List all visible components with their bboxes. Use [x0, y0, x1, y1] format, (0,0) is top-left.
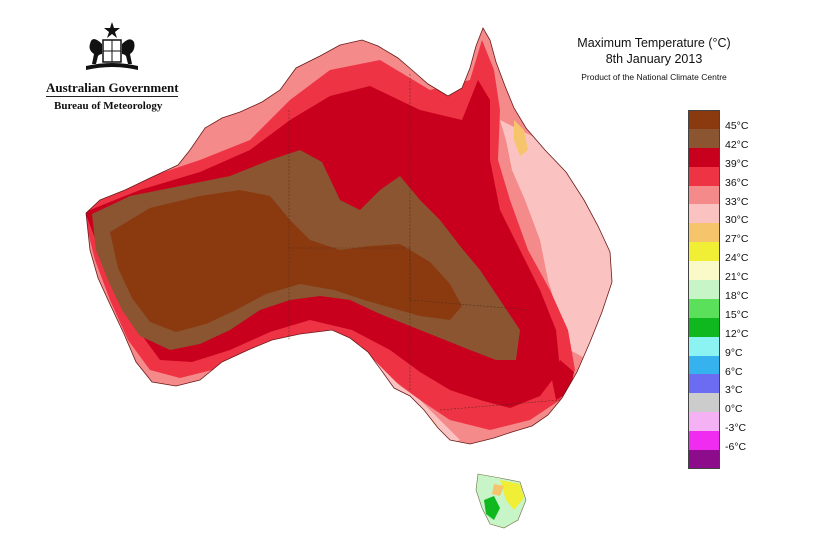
legend-swatch: [688, 450, 720, 469]
legend-label: 21°C: [725, 271, 749, 284]
map-title: Maximum Temperature (°C): [577, 36, 731, 50]
legend-row: 30°C: [688, 204, 788, 227]
legend-swatch: [688, 242, 720, 262]
legend-label: 12°C: [725, 327, 749, 340]
legend-swatch: [688, 355, 720, 375]
legend-row: 12°C: [688, 317, 788, 340]
legend-label: -3°C: [725, 422, 747, 435]
legend-row: -6°C: [688, 431, 788, 454]
legend-label: 3°C: [725, 384, 743, 397]
legend-row: 21°C: [688, 261, 788, 284]
legend-swatch: [688, 147, 720, 167]
legend-row: 3°C: [688, 374, 788, 397]
legend-swatch: [688, 336, 720, 356]
legend-swatch: [688, 223, 720, 243]
legend-row: 39°C: [688, 147, 788, 170]
legend-row: 6°C: [688, 355, 788, 378]
government-name: Australian Government: [46, 80, 179, 95]
legend-swatch: [688, 204, 720, 224]
legend-label: 0°C: [725, 403, 743, 416]
legend-row: 33°C: [688, 185, 788, 208]
legend-row: 36°C: [688, 166, 788, 189]
legend-label: 30°C: [725, 214, 749, 227]
map-date: 8th January 2013: [605, 52, 703, 66]
legend-swatch: [688, 280, 720, 299]
legend-row: -3°C: [688, 412, 788, 435]
legend-row: 9°C: [688, 336, 788, 359]
legend-swatch: [688, 166, 720, 186]
legend-swatch: [688, 431, 720, 451]
legend-label: 33°C: [725, 195, 749, 208]
legend-label: -6°C: [725, 441, 747, 454]
legend-swatch: [688, 393, 720, 413]
legend-label: 27°C: [725, 233, 749, 246]
legend-label: 9°C: [725, 346, 743, 359]
divider: [46, 96, 178, 97]
bureau-name: Bureau of Meteorology: [54, 100, 163, 112]
legend-row: [688, 450, 788, 469]
legend-row: 24°C: [688, 242, 788, 265]
legend-swatch: [688, 298, 720, 318]
legend-row: 42°C: [688, 128, 788, 151]
legend-label: 18°C: [725, 290, 749, 303]
legend-row: 15°C: [688, 298, 788, 321]
legend-label: 36°C: [725, 176, 749, 189]
legend-label: 45°C: [725, 120, 749, 132]
coat-of-arms-icon: [86, 22, 138, 70]
map-title-block: Maximum Temperature (°C) 8th January 201…: [554, 36, 754, 82]
legend-label: 24°C: [725, 252, 749, 265]
legend-swatch: [688, 317, 720, 337]
legend-label: 39°C: [725, 157, 749, 170]
legend-swatch: [688, 412, 720, 432]
legend-label: 42°C: [725, 138, 749, 151]
legend-label: 6°C: [725, 365, 743, 378]
legend-row: 45°C: [688, 110, 788, 132]
legend-swatch: [688, 261, 720, 281]
legend-swatch: [688, 110, 720, 129]
temperature-legend: 45°C 42°C 39°C 36°C 33°C 30°C 27°C 24°C 21°C 18°C…: [688, 110, 788, 469]
map-credit: Product of the National Climate Centre: [581, 72, 727, 82]
legend-row: 27°C: [688, 223, 788, 246]
legend-label: 15°C: [725, 308, 749, 321]
legend-swatch: [688, 185, 720, 205]
legend-row: 18°C: [688, 280, 788, 303]
legend-row: 0°C: [688, 393, 788, 416]
legend-swatch: [688, 128, 720, 148]
legend-swatch: [688, 374, 720, 394]
